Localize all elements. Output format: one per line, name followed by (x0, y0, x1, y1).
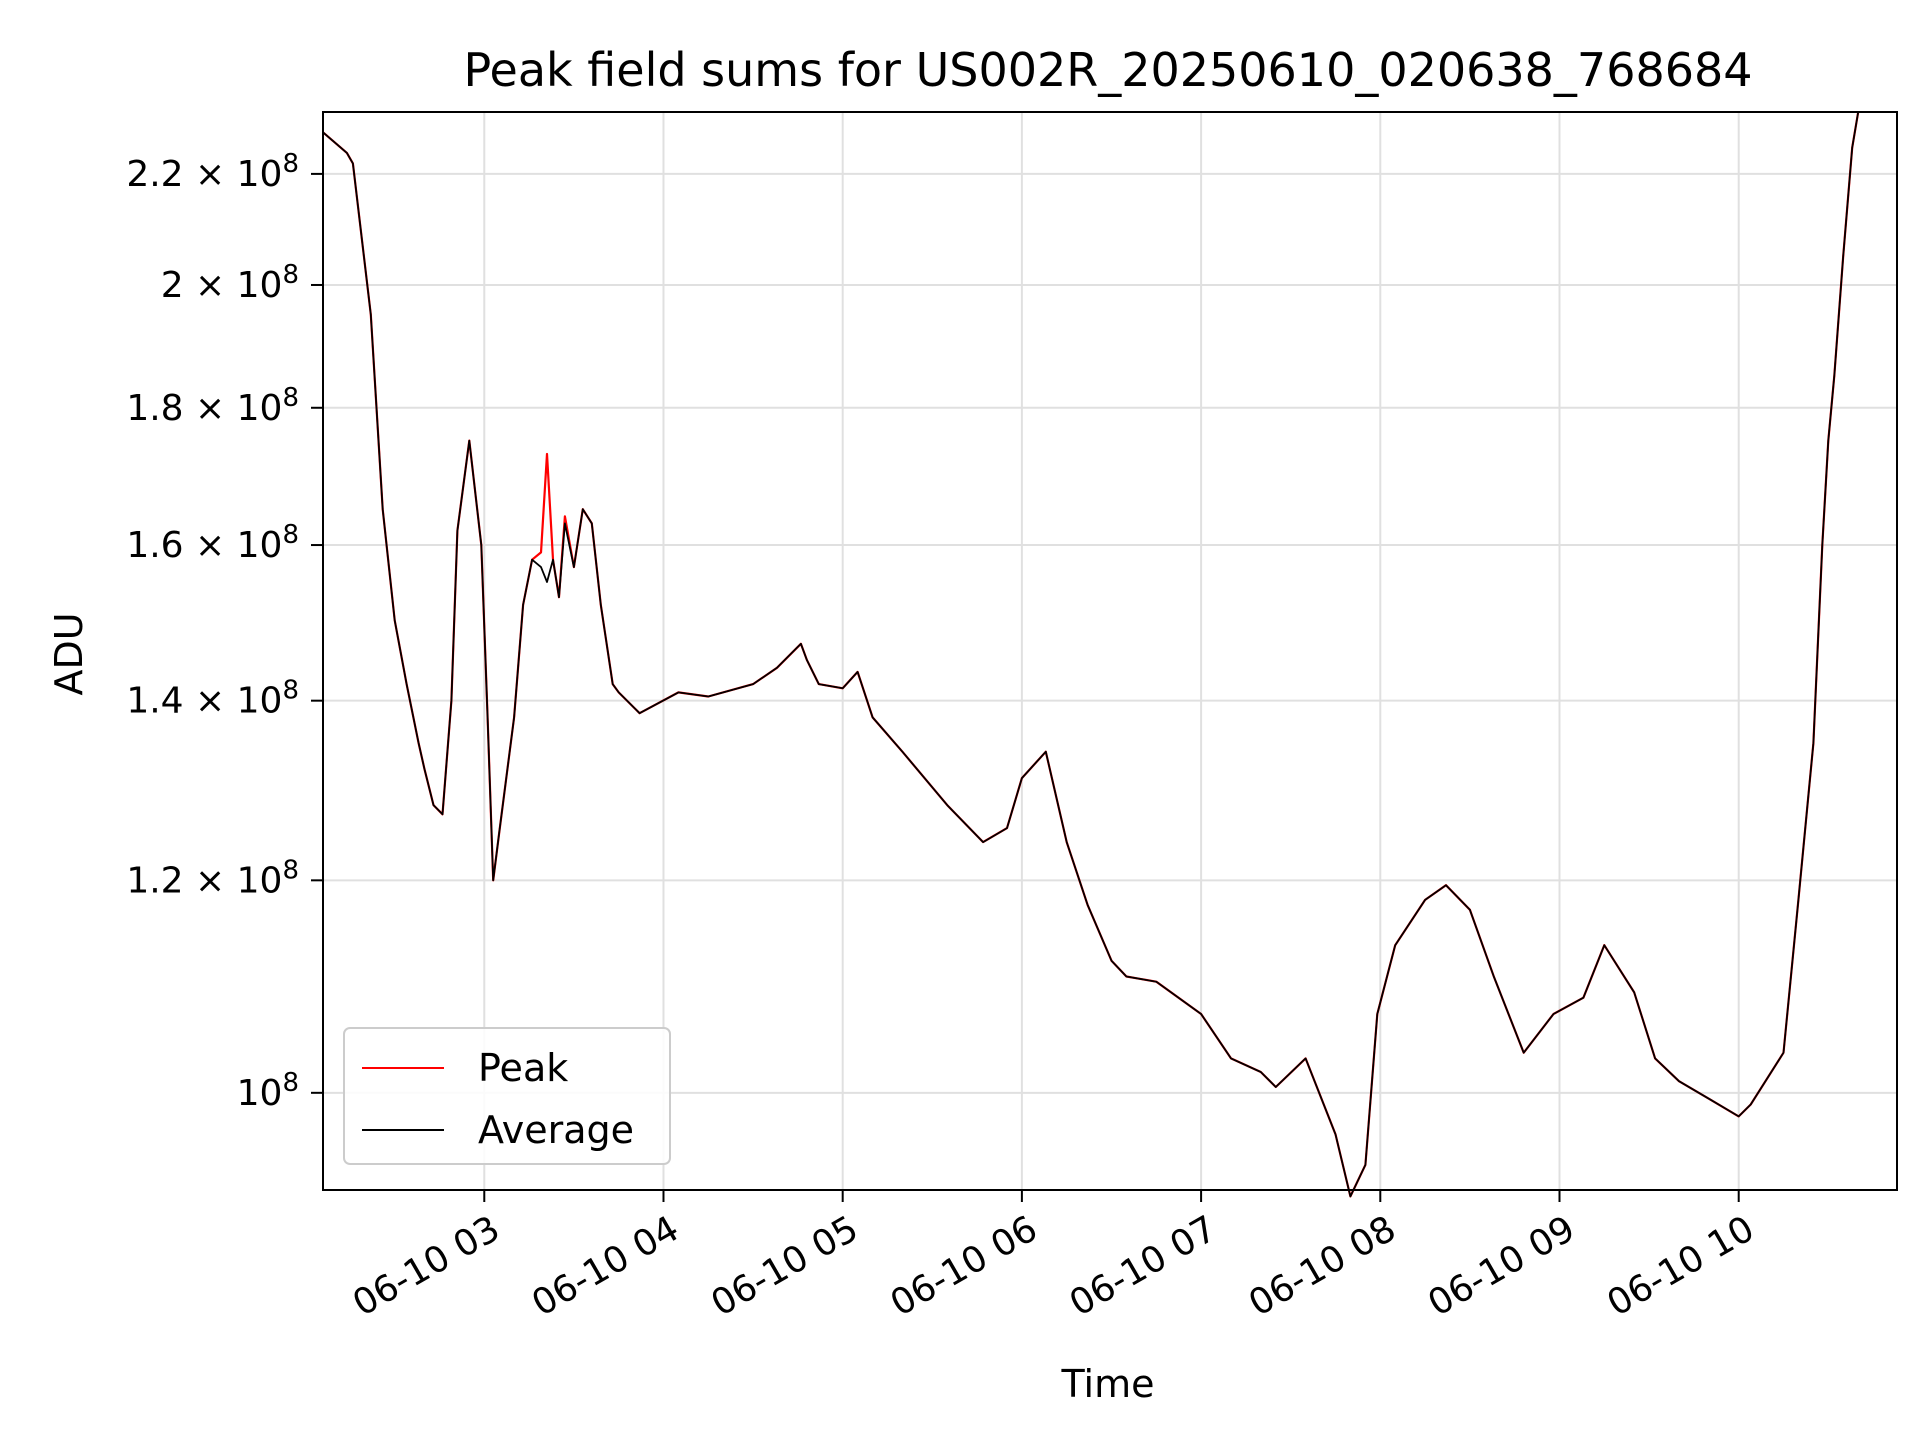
x-axis-label: Time (1061, 1362, 1155, 1406)
y-tick-label: 1.4 × 108 (126, 676, 299, 722)
x-tick-label: 06-10 06 (884, 1208, 1045, 1324)
series-line-average (322, 111, 1860, 1198)
plot-frame (322, 111, 1898, 1191)
y-tick-label: 1.8 × 108 (126, 383, 299, 429)
x-tick-label: 06-10 08 (1242, 1208, 1403, 1324)
x-tick-label: 06-10 10 (1601, 1208, 1762, 1324)
y-tick-label: 1.6 × 108 (126, 520, 299, 566)
chart-title: Peak field sums for US002R_20250610_0206… (463, 43, 1752, 97)
legend-label-average: Average (478, 1108, 634, 1152)
y-axis-ticks: 108 1.2 × 108 1.4 × 108 1.6 × 108 1.8 × 108 2… (126, 149, 323, 1114)
legend: Peak Average (343, 1027, 671, 1165)
x-tick-label: 06-10 09 (1421, 1208, 1582, 1324)
grid (323, 112, 1897, 1190)
x-tick-label: 06-10 04 (525, 1208, 686, 1324)
y-tick-label: 2 × 108 (161, 260, 299, 306)
series-layer (322, 111, 1860, 1198)
x-axis-ticks: 06-10 03 06-10 04 06-10 05 06-10 06 06-10 07… (346, 1190, 1761, 1325)
y-tick-label: 1.2 × 108 (126, 855, 299, 901)
x-tick-label: 06-10 05 (705, 1208, 866, 1324)
y-tick-label: 2.2 × 108 (126, 149, 299, 195)
legend-label-peak: Peak (478, 1046, 568, 1090)
y-axis-label: ADU (47, 612, 91, 695)
x-tick-label: 06-10 07 (1063, 1208, 1224, 1324)
x-tick-label: 06-10 03 (346, 1208, 507, 1324)
y-tick-label: 108 (237, 1068, 299, 1114)
